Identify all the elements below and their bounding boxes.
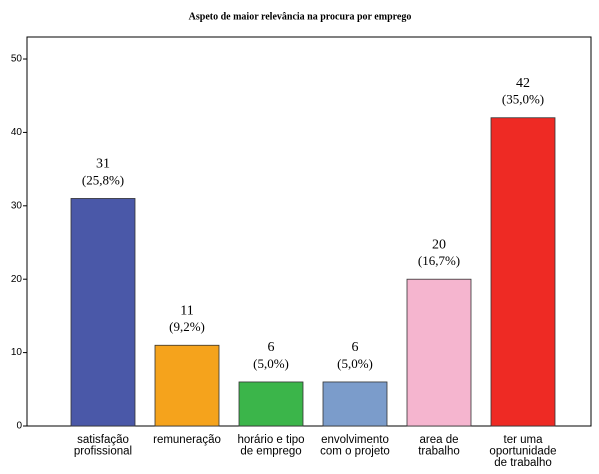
bar: [238, 381, 304, 427]
chart-title: Aspeto de maior relevância na procura po…: [189, 11, 412, 22]
value-label: 31: [96, 157, 110, 172]
percentage-label: (5,0%): [337, 356, 373, 371]
percentage-label: (25,8%): [82, 172, 124, 187]
y-tick-label: 10: [11, 347, 23, 358]
x-tick-label: ter uma oportunidade de trabalho: [489, 434, 556, 469]
y-tick-label: 0: [16, 421, 22, 432]
x-tick-label: satisfação profissional: [74, 434, 132, 458]
bar: [154, 344, 220, 427]
bar: [490, 117, 556, 427]
bar: [322, 381, 388, 427]
x-tick-label: remuneração: [153, 434, 221, 446]
value-label: 6: [352, 340, 359, 355]
percentage-label: (35,0%): [502, 92, 544, 107]
bar: [70, 198, 136, 427]
percentage-label: (9,2%): [169, 319, 205, 334]
x-tick-label: area de trabalho: [418, 434, 460, 458]
x-tick-label: horário e tipo de emprego: [237, 434, 304, 458]
y-tick-label: 50: [11, 54, 23, 65]
y-tick-label: 30: [11, 200, 23, 211]
value-label: 11: [180, 303, 193, 318]
percentage-label: (5,0%): [253, 356, 289, 371]
value-label: 20: [432, 237, 446, 252]
value-label: 6: [268, 340, 275, 355]
value-label: 42: [516, 76, 530, 91]
bar: [406, 278, 472, 427]
y-tick-label: 40: [11, 127, 23, 138]
x-tick-label: envolvimento com o projeto: [320, 434, 390, 458]
y-tick-label: 20: [11, 274, 23, 285]
percentage-label: (16,7%): [418, 253, 460, 268]
